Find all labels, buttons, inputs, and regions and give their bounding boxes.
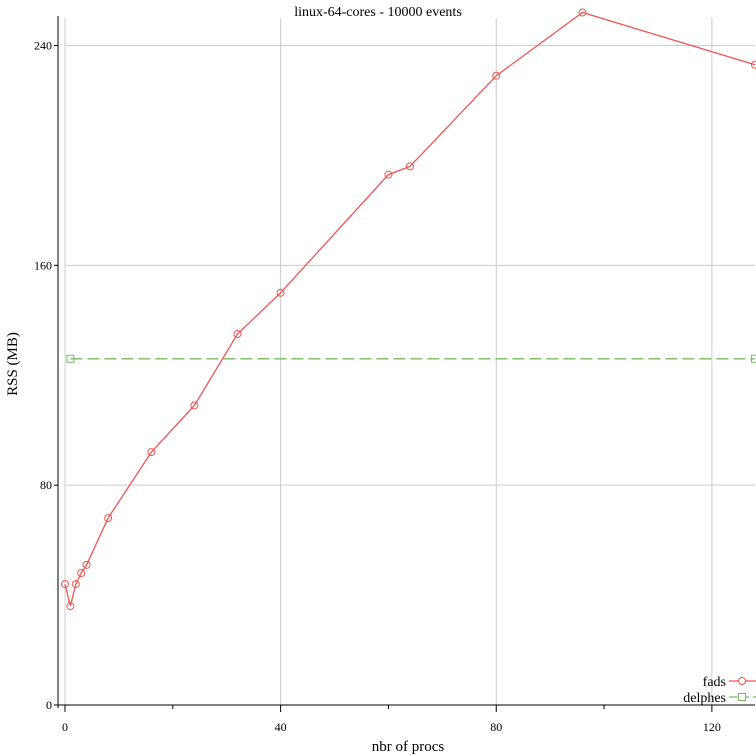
- data-point-delphes: [751, 354, 756, 363]
- data-point-fads: [276, 288, 285, 297]
- series-line-fads: [64, 11, 756, 607]
- data-point-fads: [147, 448, 156, 457]
- data-point-fads: [233, 330, 242, 339]
- x-tick-label: 0: [62, 720, 68, 734]
- data-point-fads: [751, 60, 756, 69]
- data-point-fads: [104, 514, 113, 523]
- data-point-fads: [66, 602, 75, 611]
- legend-label-fads: fads: [703, 675, 726, 690]
- axes: 0 40 80 120 0 80 160 240: [34, 16, 755, 734]
- data-point-fads: [190, 401, 199, 410]
- x-tick-label: 40: [275, 720, 287, 734]
- y-tick-label: 160: [34, 258, 52, 272]
- x-axis-label: nbr of procs: [372, 739, 445, 755]
- legend-marker-delphes: [738, 693, 746, 701]
- legend-marker-fads: [738, 677, 746, 685]
- data-point-fads: [82, 560, 91, 569]
- data-point-fads: [77, 569, 86, 578]
- data-point-fads: [71, 580, 80, 589]
- y-tick-label: 80: [40, 478, 52, 492]
- data-point-fads: [578, 8, 587, 17]
- data-point-fads: [61, 580, 69, 589]
- data-point-fads: [406, 162, 414, 171]
- y-tick-label: 240: [34, 38, 52, 52]
- chart-title: linux-64-cores - 10000 events: [294, 5, 462, 20]
- x-tick-label: 80: [490, 720, 502, 734]
- y-axis-label: RSS (MB): [5, 332, 21, 396]
- data-point-delphes: [66, 354, 75, 363]
- x-tick-label: 120: [703, 720, 721, 734]
- data-point-fads: [492, 71, 501, 80]
- legend-label-delphes: delphes: [683, 691, 726, 706]
- data-point-fads: [384, 170, 393, 179]
- y-tick-label: 0: [46, 698, 52, 712]
- grid: [64, 18, 755, 705]
- plot-area: [61, 8, 756, 611]
